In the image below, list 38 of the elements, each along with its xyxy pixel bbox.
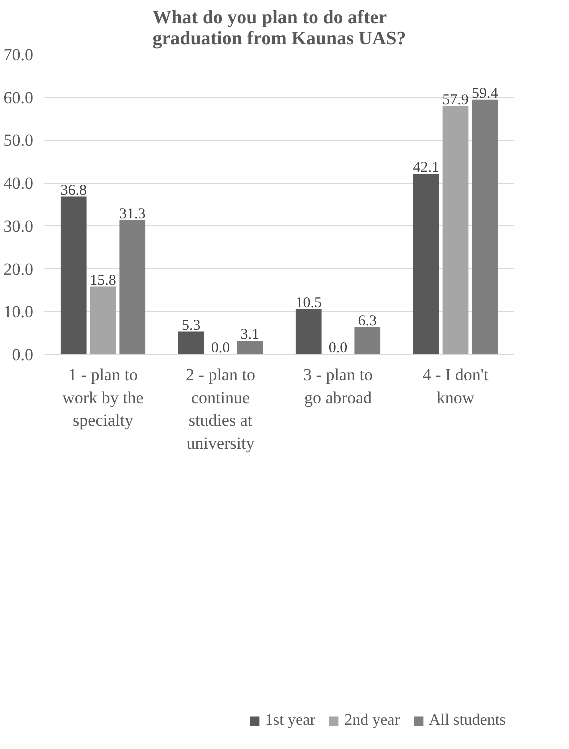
- bar: [178, 332, 204, 354]
- x-tick-label: 3 - plan to go abroad: [304, 366, 373, 408]
- legend-label: All students: [429, 712, 506, 730]
- legend-label: 1st year: [265, 712, 316, 730]
- bar: [296, 310, 322, 354]
- data-label: 31.3: [120, 206, 146, 222]
- y-tick-label: 70.0: [4, 46, 34, 64]
- y-tick-label: 10.0: [4, 302, 34, 322]
- x-tick-label: 2 - plan to continue studies at university: [186, 366, 256, 453]
- data-label: 15.8: [90, 272, 116, 289]
- data-label: 5.3: [182, 318, 201, 334]
- y-tick-label: 60.0: [4, 88, 34, 108]
- y-tick-label: 20.0: [4, 260, 34, 279]
- bar: [354, 328, 381, 354]
- chart-title: What do you plan to do after graduation from Kaunas UAS?: [152, 8, 406, 50]
- y-tick-label: 50.0: [4, 131, 34, 150]
- data-label: 36.8: [60, 182, 87, 199]
- data-label: 3.1: [240, 327, 260, 344]
- bar: [472, 100, 498, 354]
- data-label: 6.3: [358, 314, 377, 330]
- data-label: 0.0: [211, 340, 230, 356]
- y-tick-label: 40.0: [4, 174, 34, 194]
- bar: [120, 220, 146, 354]
- bar: [60, 196, 87, 354]
- y-tick-label: 0.0: [12, 346, 34, 364]
- data-label: 57.9: [442, 92, 469, 108]
- data-label: 59.4: [472, 86, 499, 102]
- data-label: 10.5: [296, 296, 322, 312]
- y-tick-label: 30.0: [4, 216, 34, 236]
- bar: [442, 106, 469, 354]
- x-tick-label: 4 - I don't know: [422, 366, 489, 408]
- bar: [237, 341, 264, 354]
- bar: [413, 174, 440, 354]
- data-label: 0.0: [328, 340, 348, 356]
- x-tick-label: 1 - plan to work by the specialty: [62, 366, 144, 430]
- data-label: 42.1: [413, 160, 440, 176]
- bar: [90, 286, 116, 354]
- legend-label: 2nd year: [344, 712, 400, 730]
